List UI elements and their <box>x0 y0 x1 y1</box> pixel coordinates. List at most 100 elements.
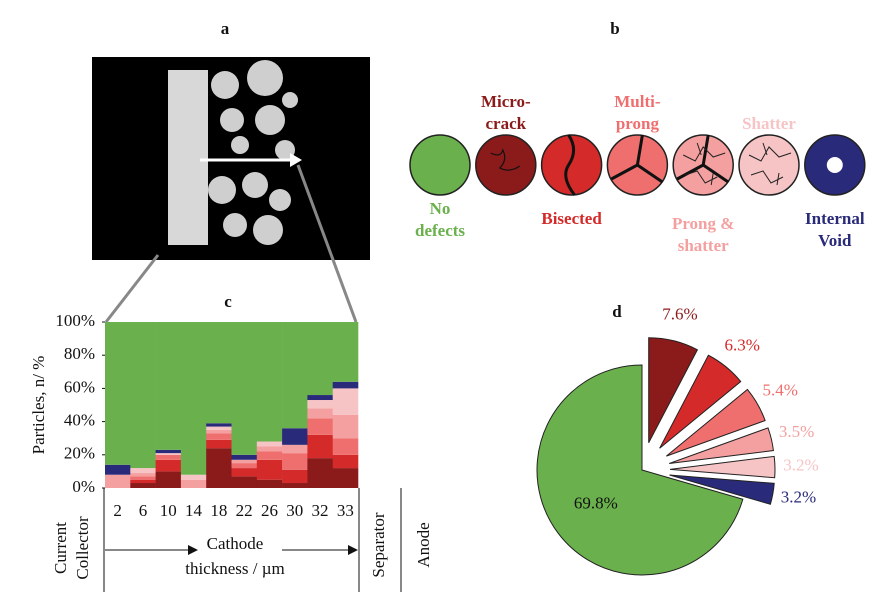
bar-segment <box>332 468 359 488</box>
defect-label: defects <box>415 221 465 240</box>
pie-slice <box>536 364 744 576</box>
region-label: Anode <box>414 522 433 567</box>
x-tick-label: 26 <box>261 501 278 520</box>
bar-segment <box>256 441 283 447</box>
bar-segment <box>231 463 258 469</box>
x-tick-label: 10 <box>160 501 177 520</box>
bar-segment <box>155 322 182 450</box>
defect-label: prong <box>616 114 660 133</box>
bar-segment <box>206 429 232 434</box>
bar-segment <box>231 454 258 460</box>
bar-segment <box>332 388 359 415</box>
pie-label: 3.2% <box>783 455 818 474</box>
bar-segment <box>256 446 283 452</box>
panel-label: b <box>610 19 619 38</box>
defect-label: Prong & <box>672 214 735 233</box>
y-tick-label: 20% <box>64 444 95 463</box>
bar-segment <box>206 322 232 424</box>
x-tick-label: 6 <box>139 501 148 520</box>
bar-segment <box>155 459 182 472</box>
defect-label: Micro- <box>481 92 531 111</box>
defect-label: Multi- <box>614 92 661 111</box>
defect-circle <box>475 134 537 196</box>
bar-segment <box>256 451 283 460</box>
defect-label: No <box>430 199 451 218</box>
defect-circle <box>540 134 603 196</box>
y-tick-label: 100% <box>55 311 95 330</box>
x-axis-label: Cathode <box>207 534 264 553</box>
bar-segment <box>256 459 283 480</box>
crack <box>490 148 521 171</box>
bar-segment <box>206 433 232 440</box>
bar-segment <box>105 474 131 488</box>
pie-slice <box>648 337 699 444</box>
defect-circle <box>738 134 800 196</box>
bar-segment <box>130 473 156 477</box>
bar-segment <box>307 434 333 459</box>
x-tick-label: 18 <box>210 501 227 520</box>
bar-segment <box>105 322 131 465</box>
bar-segment <box>180 479 207 488</box>
panel-label: a <box>221 19 230 38</box>
bar-segment <box>307 400 333 409</box>
y-tick-label: 60% <box>64 377 95 396</box>
bar-segment <box>155 453 182 455</box>
pie-slice <box>666 388 766 457</box>
bar-segment <box>206 448 232 488</box>
crack <box>682 142 726 186</box>
pie-slice <box>659 354 742 449</box>
region-label: Collector <box>73 516 92 580</box>
region-label: Current <box>51 522 70 574</box>
crack <box>748 142 792 186</box>
bar-segment <box>307 418 333 435</box>
bar-segment <box>155 454 182 460</box>
zoom-line <box>104 254 160 323</box>
defect-label: Bisected <box>541 209 602 228</box>
pie-label: 3.2% <box>781 488 816 507</box>
bar-segment <box>332 454 359 469</box>
bar-segment <box>282 483 308 488</box>
pie-label: 5.4% <box>762 380 797 399</box>
bar-segment <box>231 459 258 464</box>
y-tick-label: 0% <box>72 477 95 496</box>
bar-segment <box>332 414 359 439</box>
bar-segment <box>130 468 156 474</box>
y-tick-label: 40% <box>64 411 95 430</box>
crack <box>610 134 664 184</box>
bar-segment <box>155 449 182 454</box>
defect-label: Internal <box>805 209 865 228</box>
arrow-head <box>348 545 358 555</box>
bar-segment <box>130 476 156 480</box>
pie-slice <box>669 427 774 464</box>
bar-segment <box>282 428 308 445</box>
pie-label: 6.3% <box>725 335 760 354</box>
arrow-head <box>188 545 198 555</box>
bar-segment <box>282 322 308 429</box>
y-tick-label: 80% <box>64 344 95 363</box>
defect-label: Shatter <box>742 114 796 133</box>
bar-segment <box>180 322 207 475</box>
crack <box>564 134 576 196</box>
bar-segment <box>231 468 258 477</box>
bar-segment <box>256 479 283 488</box>
x-tick-label: 22 <box>236 501 253 520</box>
defect-circle <box>409 134 471 196</box>
pie-label: 69.8% <box>574 494 618 513</box>
bar-segment <box>282 469 308 484</box>
bar-segment <box>307 408 333 419</box>
pie-slice <box>669 455 776 479</box>
pie-label: 7.6% <box>662 305 697 324</box>
bar-segment <box>282 444 308 454</box>
bar-segment <box>130 479 156 484</box>
defect-label: crack <box>486 114 527 133</box>
void-hole <box>826 157 843 173</box>
bar-segment <box>256 322 283 442</box>
bar-segment <box>307 395 333 401</box>
x-tick-label: 14 <box>185 501 203 520</box>
bar-segment <box>332 381 359 389</box>
micrograph <box>92 57 370 260</box>
pie-slice <box>669 474 775 505</box>
bar-segment <box>180 474 207 480</box>
panel-label: c <box>224 292 232 311</box>
bar-segment <box>332 322 359 382</box>
